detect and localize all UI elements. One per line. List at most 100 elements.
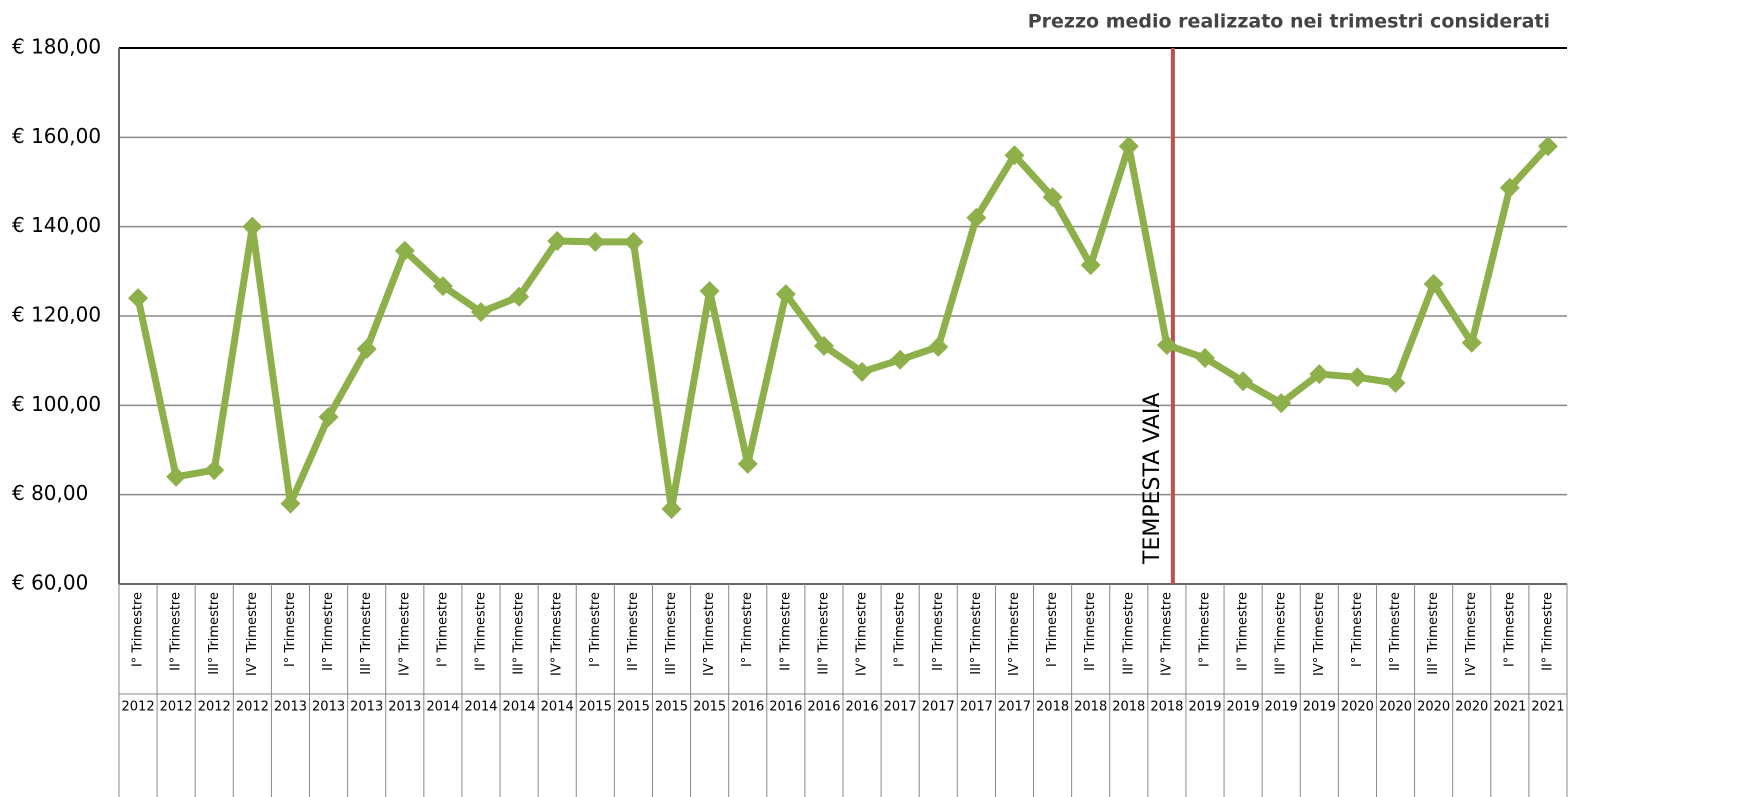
- data-marker: [1156, 335, 1177, 356]
- year-label: 2019: [1265, 700, 1298, 715]
- x-tick-label: II° Trimestre: [321, 592, 336, 671]
- x-tick-label: I° Trimestre: [1198, 592, 1213, 667]
- data-marker: [775, 284, 796, 305]
- year-label: 2015: [655, 700, 688, 715]
- data-marker: [128, 288, 149, 309]
- data-marker: [1004, 145, 1025, 166]
- annotation-label: TEMPESTA VAIA: [1140, 393, 1165, 565]
- x-tick-label: IV° Trimestre: [1464, 592, 1479, 676]
- year-label: 2013: [274, 700, 307, 715]
- data-marker: [1080, 255, 1101, 276]
- data-marker: [166, 466, 187, 487]
- data-marker: [966, 207, 987, 228]
- x-tick-label: II° Trimestre: [931, 592, 946, 671]
- x-tick-label: IV° Trimestre: [702, 592, 717, 676]
- year-label: 2016: [769, 700, 802, 715]
- y-tick-label: € 100,00: [12, 392, 101, 416]
- year-label: 2020: [1341, 700, 1374, 715]
- year-label: 2014: [426, 700, 459, 715]
- x-tick-label: I° Trimestre: [1045, 592, 1060, 667]
- year-label: 2016: [731, 700, 764, 715]
- data-marker: [509, 286, 530, 307]
- x-tick-label: II° Trimestre: [1083, 592, 1098, 671]
- x-tick-label: II° Trimestre: [778, 592, 793, 671]
- data-marker: [242, 216, 263, 237]
- year-label: 2015: [693, 700, 726, 715]
- data-marker: [852, 361, 873, 382]
- x-tick-label: IV° Trimestre: [1312, 592, 1327, 676]
- x-tick-label: I° Trimestre: [1502, 592, 1517, 667]
- year-label: 2012: [236, 700, 269, 715]
- year-label: 2013: [350, 700, 383, 715]
- x-tick-label: IV° Trimestre: [1159, 592, 1174, 676]
- year-label: 2012: [160, 700, 193, 715]
- data-marker: [1423, 273, 1444, 294]
- y-tick-label: € 80,00: [12, 481, 88, 505]
- year-label: 2014: [503, 700, 536, 715]
- year-label: 2016: [807, 700, 840, 715]
- x-tick-label: II° Trimestre: [474, 592, 489, 671]
- year-label: 2020: [1455, 700, 1488, 715]
- data-marker: [1118, 136, 1139, 157]
- x-tick-label: IV° Trimestre: [550, 592, 565, 676]
- data-marker: [356, 339, 377, 360]
- year-label: 2014: [464, 700, 497, 715]
- data-marker: [1271, 393, 1292, 414]
- data-marker: [1461, 332, 1482, 353]
- year-label: 2018: [1036, 700, 1069, 715]
- x-tick-label: III° Trimestre: [512, 592, 527, 675]
- data-marker: [1042, 187, 1063, 208]
- x-tick-label: I° Trimestre: [740, 592, 755, 667]
- year-label: 2012: [122, 700, 155, 715]
- data-marker: [280, 493, 301, 514]
- x-tick-label: II° Trimestre: [1236, 592, 1251, 671]
- x-tick-label: II° Trimestre: [169, 592, 184, 671]
- data-marker: [1385, 373, 1406, 393]
- x-tick-label: IV° Trimestre: [1007, 592, 1022, 676]
- data-marker: [661, 498, 682, 519]
- year-label: 2021: [1493, 700, 1526, 715]
- x-tick-label: III° Trimestre: [1426, 592, 1441, 675]
- year-label: 2017: [884, 700, 917, 715]
- data-marker: [1195, 347, 1215, 368]
- data-marker: [394, 240, 415, 261]
- data-line: [134, 142, 1551, 513]
- year-label: 2017: [922, 700, 955, 715]
- year-label: 2020: [1379, 700, 1412, 715]
- data-marker: [1347, 367, 1368, 388]
- x-tick-label: IV° Trimestre: [397, 592, 412, 676]
- x-tick-label: II° Trimestre: [626, 592, 641, 671]
- data-marker: [318, 406, 339, 427]
- x-tick-label: III° Trimestre: [816, 592, 831, 675]
- x-tick-label: I° Trimestre: [1350, 592, 1365, 667]
- year-label: 2012: [198, 700, 231, 715]
- data-marker: [1537, 136, 1558, 157]
- year-label: 2021: [1531, 700, 1564, 715]
- x-tick-label: IV° Trimestre: [855, 592, 870, 676]
- y-tick-label: € 120,00: [12, 303, 101, 327]
- year-label: 2019: [1227, 700, 1260, 715]
- x-tick-label: I° Trimestre: [893, 592, 908, 667]
- x-tick-label: III° Trimestre: [359, 592, 374, 675]
- data-marker: [699, 280, 720, 301]
- year-label: 2014: [541, 700, 574, 715]
- year-label: 2019: [1303, 700, 1336, 715]
- data-marker: [204, 460, 225, 481]
- data-marker: [471, 301, 491, 322]
- year-label: 2019: [1188, 700, 1221, 715]
- y-tick-label: € 140,00: [12, 213, 101, 237]
- chart-title: Prezzo medio realizzato nei trimestri co…: [1028, 11, 1550, 33]
- data-marker: [1499, 177, 1520, 198]
- year-label: 2013: [388, 700, 421, 715]
- data-marker: [928, 336, 949, 357]
- year-label: 2018: [1112, 700, 1145, 715]
- year-label: 2018: [1074, 700, 1107, 715]
- data-marker: [547, 230, 568, 251]
- x-tick-label: III° Trimestre: [1121, 592, 1136, 675]
- data-marker: [1233, 371, 1254, 392]
- data-marker: [737, 453, 758, 474]
- y-tick-label: € 180,00: [12, 35, 101, 59]
- year-label: 2017: [998, 700, 1031, 715]
